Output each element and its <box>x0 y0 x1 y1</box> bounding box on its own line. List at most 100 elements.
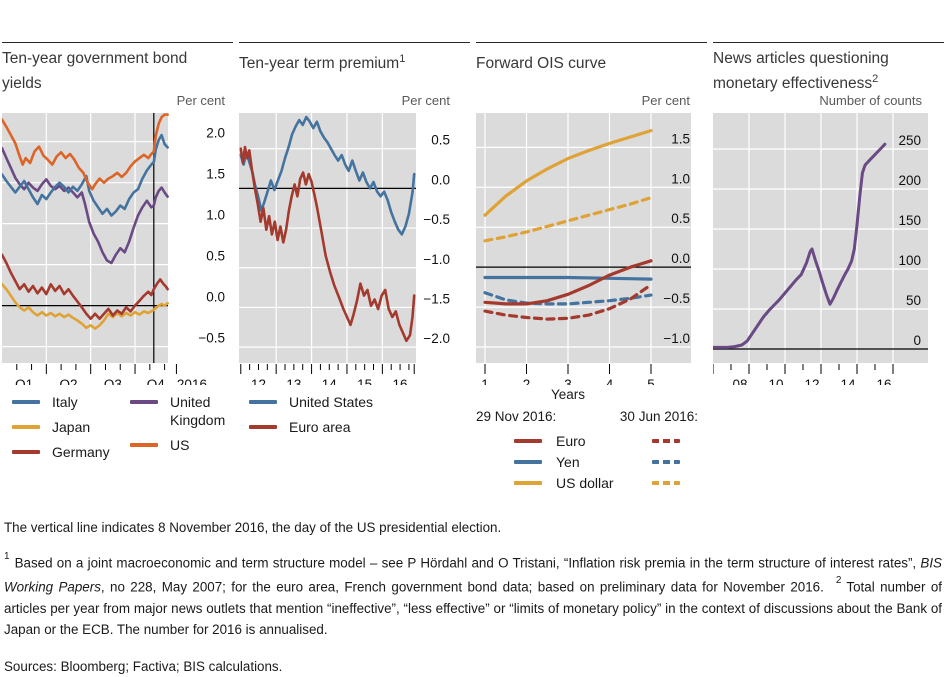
united-states-line-swatch <box>249 400 277 404</box>
svg-text:1.5: 1.5 <box>671 131 690 146</box>
us-dollar-solid-swatch <box>514 480 542 485</box>
axis-unit-label: Per cent <box>641 93 690 108</box>
germany-line-swatch <box>12 450 40 454</box>
legend-label: Japan <box>52 419 91 435</box>
legend-label: US <box>170 437 190 453</box>
footnote-1-text: , no 228, May 2007; for the euro area, F… <box>100 579 824 595</box>
svg-text:−1.0: −1.0 <box>663 331 690 346</box>
svg-text:15: 15 <box>357 377 372 385</box>
legend-label: Euro area <box>289 419 351 435</box>
svg-text:−0.5: −0.5 <box>198 331 225 346</box>
legend-label: United States <box>289 394 374 410</box>
svg-text:3: 3 <box>564 377 572 385</box>
panel-title-superscript: 2 <box>872 73 879 85</box>
legend-item-united-states: United States <box>249 393 470 411</box>
panel-top-rule <box>713 42 944 43</box>
japan-line-swatch <box>12 425 40 429</box>
svg-text:Q2: Q2 <box>60 377 78 385</box>
svg-text:0: 0 <box>913 333 921 348</box>
yen-dashed-swatch <box>652 459 680 464</box>
svg-text:−0.5: −0.5 <box>423 212 450 227</box>
series-Euro 29 Nov 2016 <box>483 259 653 306</box>
svg-text:4: 4 <box>606 377 614 385</box>
panel-title: Ten-year term premium1 <box>239 49 470 91</box>
x-axis-label-years: Years <box>550 387 586 402</box>
svg-text:14: 14 <box>322 377 338 385</box>
series-Japan <box>2 283 169 330</box>
series-US <box>2 113 169 191</box>
chart-svg-3: 250 200 150 100 50 0 08 10 12 14 16 <box>713 113 928 385</box>
svg-text:12: 12 <box>251 377 266 385</box>
panel-title-text: Ten-year term premium <box>239 55 400 73</box>
footnote-1-marker: 1 <box>4 551 10 562</box>
footnote-1-italic: BIS Working Papers <box>4 555 942 595</box>
legend-date-header-nov: 29 Nov 2016: <box>476 409 557 424</box>
axis-unit-label: Per cent <box>176 93 225 108</box>
legend-label: Germany <box>52 444 110 460</box>
svg-text:0.0: 0.0 <box>206 290 225 305</box>
axis-unit-label: Per cent <box>401 93 450 108</box>
svg-text:10: 10 <box>768 377 783 385</box>
legend-item-us-dollar: US dollar <box>476 472 707 493</box>
footnote-1-text: Based on a joint macroeconomic and term … <box>14 555 921 571</box>
svg-text:50: 50 <box>906 293 921 308</box>
series-Euro area <box>239 145 416 343</box>
legend-label: Italy <box>52 394 78 410</box>
axis-unit-label: Number of counts <box>819 93 922 108</box>
legend-item-euro-area: Euro area <box>249 418 470 436</box>
legend-date-header-jun: 30 Jun 2016: <box>619 409 698 424</box>
svg-text:5: 5 <box>647 377 655 385</box>
panel-term-premium: Ten-year term premium1 Per cent 0.5 0.0 −0… <box>239 42 470 493</box>
panels-row: Ten-year government bond yields Per cent… <box>2 42 944 493</box>
svg-text:14: 14 <box>840 377 856 385</box>
svg-text:0.5: 0.5 <box>671 211 690 226</box>
legend-term-premium: United States Euro area <box>239 393 470 436</box>
panel-title: Forward OIS curve <box>476 49 707 91</box>
yen-solid-swatch <box>514 459 542 464</box>
italy-line-swatch <box>12 400 40 404</box>
chart-svg-1: 0.5 0.0 −0.5 −1.0 −1.5 −2.0 12 13 14 15 16 <box>239 113 450 385</box>
chart-term-premium: 0.5 0.0 −0.5 −1.0 −1.5 −2.0 12 13 14 15 16 <box>239 113 470 385</box>
chart-svg-2: 1.5 1.0 0.5 0.0 −0.5 −1.0 1 2 3 4 5 <box>476 113 691 385</box>
svg-text:250: 250 <box>898 133 921 148</box>
panel-title-superscript: 1 <box>399 53 406 65</box>
chart-svg-0: 2.0 1.5 1.0 0.5 0.0 −0.5 Q1 Q2 Q3 Q4 2016 <box>2 113 225 385</box>
footnote-paragraph: 1 Based on a joint macroeconomic and term… <box>4 549 942 640</box>
euro-area-line-swatch <box>249 425 277 429</box>
series-Germany <box>2 253 169 320</box>
svg-text:0.0: 0.0 <box>671 251 690 266</box>
legend-item-yen: Yen <box>476 451 707 472</box>
svg-text:2016: 2016 <box>177 377 207 385</box>
svg-text:16: 16 <box>393 377 408 385</box>
panel-top-rule <box>2 42 233 43</box>
series-United States <box>239 115 416 236</box>
panel-title-text: News articles questioning monetary effec… <box>713 50 889 93</box>
panel-top-rule <box>239 42 470 43</box>
series-News article count <box>713 142 887 349</box>
vertical-line-note: The vertical line indicates 8 November 2… <box>4 520 502 535</box>
legend-item-japan: Japan <box>12 418 120 436</box>
svg-text:0.5: 0.5 <box>206 249 225 264</box>
svg-text:1: 1 <box>481 377 489 385</box>
svg-text:Q3: Q3 <box>104 377 122 385</box>
svg-text:08: 08 <box>732 377 747 385</box>
series-Euro 30 Jun 2016 <box>483 283 653 321</box>
legend-item-euro: Euro <box>476 430 707 451</box>
legend-item-united-kingdom: United Kingdom <box>130 393 233 429</box>
legend-forward-ois: 29 Nov 2016: 30 Jun 2016: Euro Yen US do… <box>476 409 707 493</box>
svg-text:2.0: 2.0 <box>206 126 225 141</box>
legend-label: Yen <box>556 453 580 470</box>
svg-text:0.5: 0.5 <box>431 133 450 148</box>
legend-item-us: US <box>130 436 233 454</box>
svg-text:Q4: Q4 <box>147 377 166 385</box>
svg-text:0.0: 0.0 <box>431 172 450 187</box>
panel-title-text: Ten-year government bond yields <box>2 50 188 93</box>
legend-label: US dollar <box>556 474 614 491</box>
us-dollar-dashed-swatch <box>652 480 680 485</box>
panel-title: News articles questioning monetary effec… <box>713 49 944 93</box>
svg-text:16: 16 <box>876 377 891 385</box>
panel-title-text: Forward OIS curve <box>476 55 607 73</box>
svg-text:1.5: 1.5 <box>206 167 225 182</box>
svg-text:−2.0: −2.0 <box>423 331 450 346</box>
